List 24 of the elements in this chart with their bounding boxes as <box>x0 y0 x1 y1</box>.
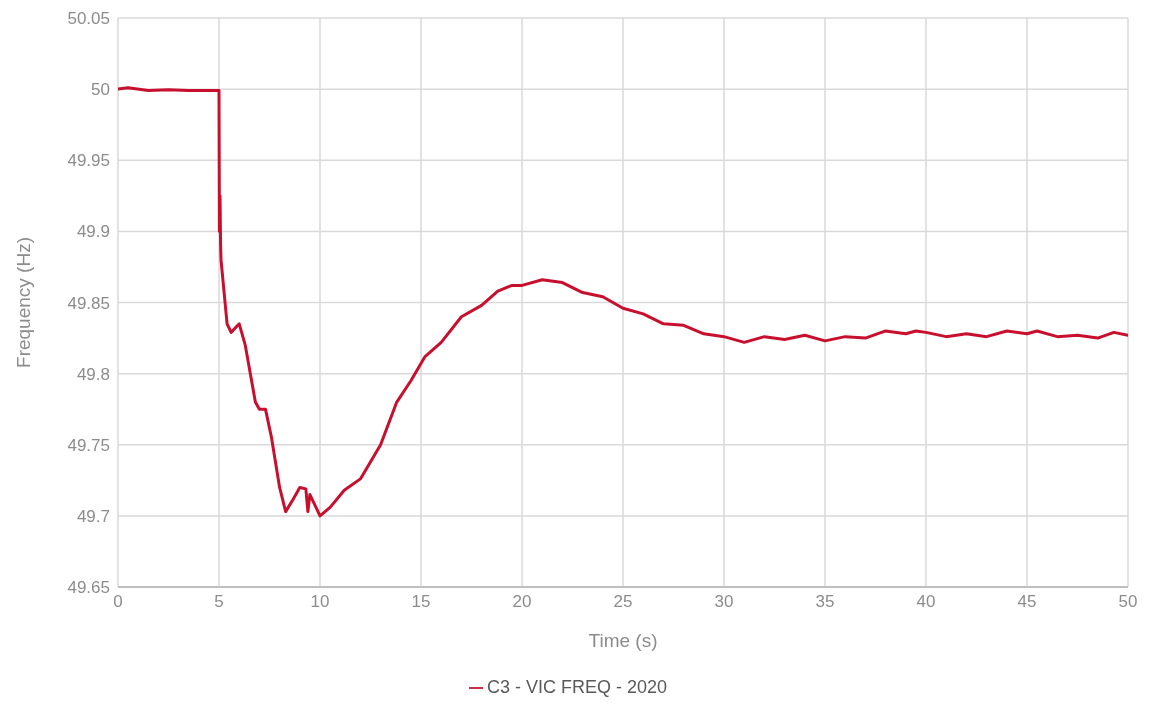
y-tick-label: 49.9 <box>76 222 110 242</box>
y-tick-label: 49.75 <box>67 435 110 455</box>
x-tick-label: 35 <box>815 592 835 612</box>
y-tick-label: 49.95 <box>67 151 110 171</box>
x-tick-label: 10 <box>310 592 330 612</box>
y-tick-label: 49.8 <box>76 364 110 384</box>
x-tick-label: 5 <box>214 592 224 612</box>
y-tick-label: 49.7 <box>76 506 110 526</box>
x-tick-label: 25 <box>613 592 633 612</box>
x-tick-label: 40 <box>916 592 936 612</box>
line-series <box>118 86 1128 518</box>
y-axis-title: Frequency (Hz) <box>12 237 34 368</box>
y-tick-label: 50 <box>91 80 110 100</box>
x-tick-label: 15 <box>411 592 431 612</box>
x-axis-title: Time (s) <box>588 630 658 651</box>
legend-label: C3 - VIC FREQ - 2020 <box>486 677 668 697</box>
x-tick-label: 0 <box>113 592 123 612</box>
y-tick-label: 49.85 <box>67 293 110 313</box>
x-tick-label: 20 <box>512 592 532 612</box>
x-tick-label: 45 <box>1017 592 1037 612</box>
y-tick-label: 50.05 <box>67 9 110 29</box>
x-tick-label: 50 <box>1118 592 1138 612</box>
x-tick-label: 30 <box>714 592 734 612</box>
y-tick-label: 49.65 <box>67 578 110 598</box>
